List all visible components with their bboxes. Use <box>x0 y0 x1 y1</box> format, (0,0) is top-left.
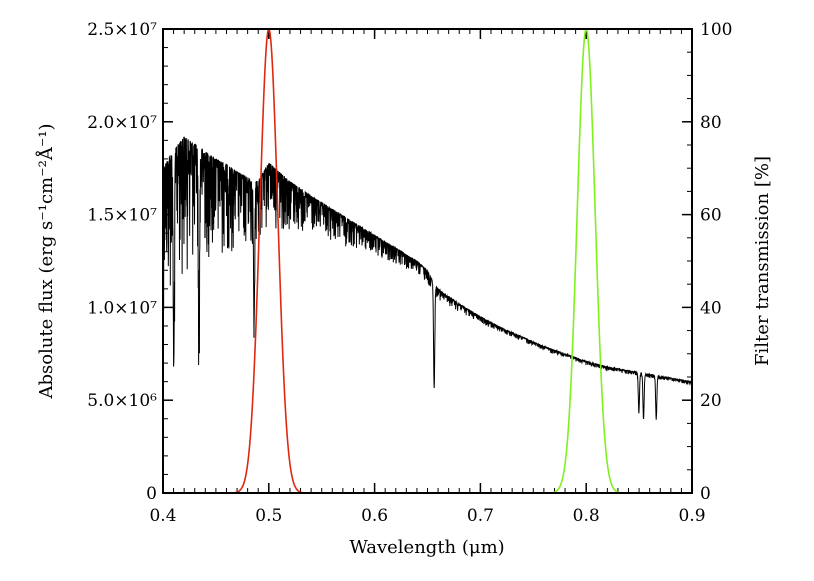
plot-frame <box>162 28 693 494</box>
left-y-tick-label: 2.0×10⁷ <box>87 113 157 133</box>
left-y-axis-title: Absolute flux (erg s⁻¹cm⁻²Å⁻¹) <box>35 123 57 399</box>
x-axis-title: Wavelength (μm) <box>349 537 504 558</box>
x-tick-label: 0.6 <box>361 506 388 526</box>
left-y-tick-label: 2.5×10⁷ <box>87 20 157 40</box>
right-y-tick-label: 60 <box>700 206 722 226</box>
x-tick-label: 0.8 <box>573 506 600 526</box>
filter-curve-green <box>501 29 671 493</box>
right-y-tick-label: 100 <box>700 20 732 40</box>
right-y-tick-label: 20 <box>700 391 722 411</box>
right-y-tick-label: 0 <box>700 484 711 504</box>
right-y-tick-label: 40 <box>700 298 722 318</box>
right-y-axis-title: Filter transmission [%] <box>752 156 773 366</box>
spectrum-line <box>163 136 692 420</box>
x-tick-label: 0.5 <box>255 506 282 526</box>
left-y-tick-label: 1.5×10⁷ <box>87 206 157 226</box>
left-y-axis-ticks: 0 5.0×10⁶ 1.0×10⁷ 1.5×10⁷ 2.0×10⁷ 2.5×10⁷ <box>87 20 173 504</box>
x-tick-label: 0.9 <box>678 506 705 526</box>
x-tick-label: 0.7 <box>467 506 494 526</box>
left-y-tick-label: 5.0×10⁶ <box>87 391 157 411</box>
filter-curve-red <box>215 29 386 493</box>
right-y-axis-ticks: 0 20 40 60 80 100 <box>682 20 732 504</box>
right-y-tick-label: 80 <box>700 113 722 133</box>
series-layer <box>163 29 692 493</box>
left-y-tick-label: 0 <box>146 484 157 504</box>
left-y-tick-label: 1.0×10⁷ <box>87 298 157 318</box>
x-tick-label: 0.4 <box>149 506 176 526</box>
